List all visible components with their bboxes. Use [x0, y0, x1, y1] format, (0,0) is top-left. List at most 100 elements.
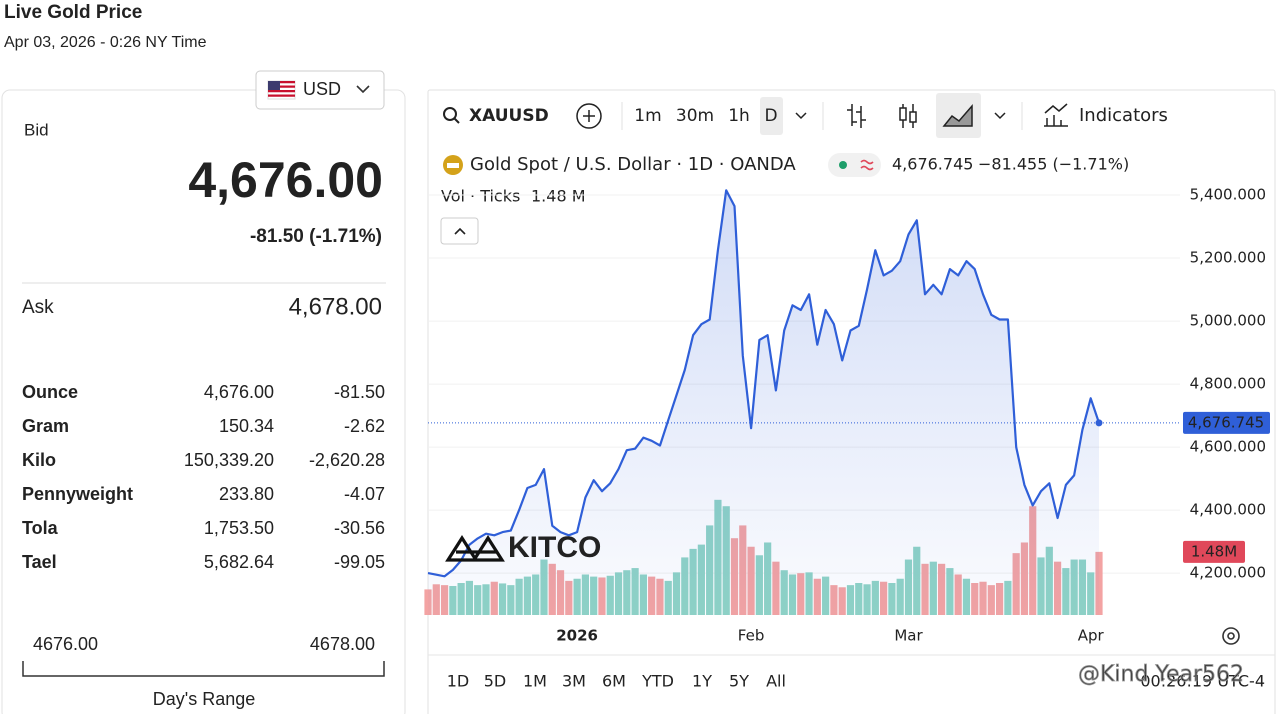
- last-price-label: 4,676.745: [1188, 413, 1264, 431]
- flag-stripe: [268, 90, 295, 93]
- interval-active: [760, 97, 783, 135]
- range-button[interactable]: 1D: [447, 672, 470, 691]
- range-button[interactable]: 5D: [484, 672, 507, 691]
- range-bar: [22, 661, 385, 677]
- unit-change: -2,620.28: [309, 450, 385, 470]
- unit-change: -4.07: [344, 484, 385, 504]
- interval-button[interactable]: 30m: [676, 106, 714, 126]
- unit-price: 150,339.20: [184, 450, 274, 470]
- range-button[interactable]: YTD: [641, 672, 674, 691]
- flag-stripe: [268, 81, 295, 84]
- ask-label: Ask: [22, 297, 54, 318]
- logo-mark: [445, 535, 505, 562]
- y-tick-label: 4,600.000: [1190, 438, 1266, 456]
- settings-icon[interactable]: [1222, 627, 1240, 645]
- last-price-tag: [1183, 411, 1270, 434]
- x-tick-label: Mar: [894, 627, 923, 645]
- chevron: [795, 112, 807, 120]
- instrument-logo-bar: [447, 163, 459, 168]
- chevron: [994, 112, 1006, 120]
- bid-change: -81.50 (-1.71%): [250, 226, 382, 247]
- unit-change: -81.50: [334, 382, 385, 402]
- interval-button[interactable]: D: [764, 106, 777, 126]
- unit-name: Ounce: [22, 382, 78, 402]
- volume-tag: [1183, 540, 1245, 563]
- unit-price: 233.80: [219, 484, 274, 504]
- flag-stripe: [268, 94, 295, 97]
- y-tick-label: 4,200.000: [1190, 564, 1266, 582]
- candle: [909, 111, 917, 123]
- chevron: [356, 85, 370, 94]
- flag-canton: [268, 81, 280, 90]
- interval-button[interactable]: 1h: [728, 106, 750, 126]
- range-button[interactable]: 6M: [602, 672, 626, 691]
- unit-price: 5,682.64: [204, 552, 274, 572]
- range-label: Day's Range: [153, 689, 256, 709]
- x-tick-label: Feb: [738, 627, 765, 645]
- chart-type-active: [936, 93, 981, 138]
- settings-icon-core: [1227, 632, 1235, 640]
- price-area: [428, 190, 1099, 616]
- unit-name: Pennyweight: [22, 484, 133, 504]
- legend-change: −81.455 (−1.71%): [978, 155, 1129, 174]
- volume-title: Vol · Ticks: [441, 187, 520, 206]
- plus: [583, 110, 595, 122]
- range-high: 4678.00: [310, 634, 375, 654]
- collapse-button[interactable]: [440, 217, 479, 245]
- status-dot: [839, 161, 847, 169]
- currency[interactable]: USD: [303, 79, 341, 99]
- unit-price: 4,676.00: [204, 382, 274, 402]
- range-button[interactable]: 1M: [523, 672, 547, 691]
- unit-name: Kilo: [22, 450, 56, 470]
- legend-price: 4,676.745: [892, 155, 973, 174]
- unit-name: Tael: [22, 552, 57, 572]
- unit-change: -2.62: [344, 416, 385, 436]
- range-button[interactable]: 3M: [562, 672, 586, 691]
- symbol[interactable]: XAUUSD: [469, 106, 549, 126]
- y-tick-label: 5,400.000: [1190, 186, 1266, 204]
- flag-stripe: [268, 85, 295, 88]
- bid-label: Bid: [24, 120, 49, 139]
- unit-name: Tola: [22, 518, 59, 538]
- indicators-button[interactable]: Indicators: [1079, 105, 1168, 126]
- unit-change: -99.05: [334, 552, 385, 572]
- area-icon[interactable]: [942, 103, 973, 127]
- bars-icon[interactable]: [847, 104, 866, 128]
- search-icon: [453, 117, 460, 124]
- unit-name: Gram: [22, 416, 69, 436]
- clock: 00:26:19 UTC-4: [1140, 672, 1265, 691]
- x-tick-label: 2026: [556, 627, 598, 645]
- y-tick-label: 5,000.000: [1190, 312, 1266, 330]
- range-low: 4676.00: [33, 634, 98, 654]
- unit-price: 1,753.50: [204, 518, 274, 538]
- status-wave: [860, 159, 874, 171]
- watermark: @Kind Year562: [1078, 662, 1244, 687]
- price-line: [427, 189, 1101, 578]
- y-tick-label: 4,400.000: [1190, 501, 1266, 519]
- status-pill: [828, 153, 881, 177]
- candle: [899, 107, 907, 121]
- unit-change: -30.56: [334, 518, 385, 538]
- indicators-icon[interactable]: [1044, 103, 1068, 127]
- quote-panel: [1, 89, 406, 714]
- y-tick-label: 5,200.000: [1190, 249, 1266, 267]
- range-button[interactable]: 1Y: [692, 672, 712, 691]
- page-title: Live Gold Price: [4, 2, 142, 23]
- timestamp: Apr 03, 2026 - 0:26 NY Time: [4, 34, 207, 51]
- compare-button[interactable]: [576, 103, 602, 129]
- instrument: Gold Spot / U.S. Dollar · 1D · OANDA: [470, 154, 796, 175]
- unit-price: 150.34: [219, 416, 274, 436]
- interval-button[interactable]: 1m: [634, 106, 661, 126]
- ask-price: 4,678.00: [289, 293, 382, 320]
- bid-price: 4,676.00: [188, 152, 383, 208]
- x-tick-label: Apr: [1078, 627, 1105, 645]
- collapse-icon: [454, 227, 466, 235]
- search-icon: [443, 107, 457, 121]
- last-price-dot: [1095, 419, 1103, 427]
- y-tick-label: 4,800.000: [1190, 375, 1266, 393]
- range-button[interactable]: All: [766, 672, 786, 691]
- volume-tag-label: 1.48M: [1191, 542, 1237, 560]
- volume-value: 1.48 M: [531, 187, 586, 206]
- range-button[interactable]: 5Y: [729, 672, 749, 691]
